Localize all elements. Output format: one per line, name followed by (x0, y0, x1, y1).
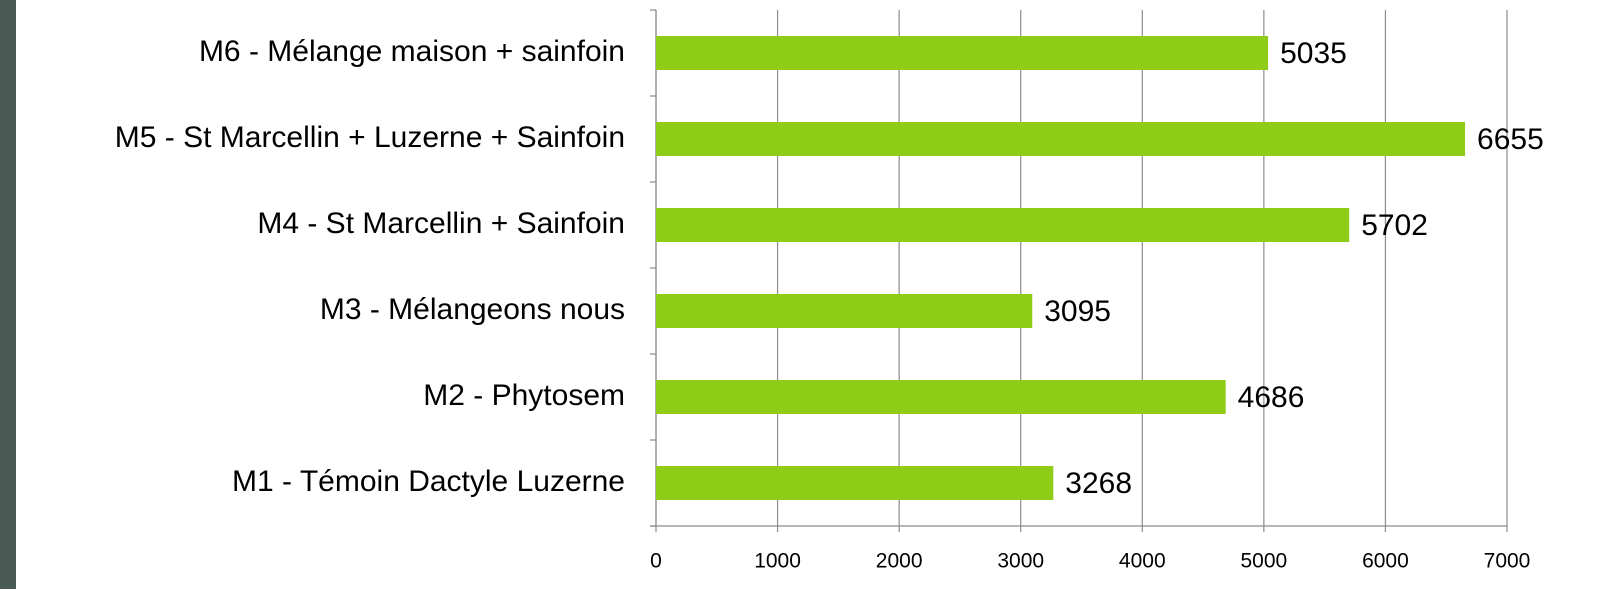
y-tick-label: M4 - St Marcellin + Sainfoin (257, 207, 625, 240)
y-tick-label: M3 - Mélangeons nous (320, 293, 625, 326)
x-tick-label: 7000 (1484, 550, 1531, 573)
x-tick-label: 6000 (1362, 550, 1409, 573)
value-label: 5702 (1361, 209, 1428, 242)
bar (656, 380, 1226, 414)
y-tick-label: M5 - St Marcellin + Luzerne + Sainfoin (115, 121, 625, 154)
bar (656, 466, 1054, 500)
bar (656, 208, 1350, 242)
value-label: 3268 (1065, 467, 1132, 500)
x-tick-label: 2000 (876, 550, 923, 573)
bar (656, 294, 1033, 328)
x-tick-label: 3000 (997, 550, 1044, 573)
bar (656, 122, 1466, 156)
y-tick-label: M2 - Phytosem (423, 379, 625, 412)
value-label: 4686 (1238, 381, 1305, 414)
value-label: 6655 (1477, 123, 1544, 156)
value-label: 5035 (1280, 37, 1347, 70)
background-photo-strip (0, 0, 16, 589)
y-tick-label: M1 - Témoin Dactyle Luzerne (232, 465, 625, 498)
bar (656, 36, 1269, 70)
x-tick-label: 5000 (1240, 550, 1287, 573)
x-tick-label: 1000 (754, 550, 801, 573)
y-tick-label: M6 - Mélange maison + sainfoin (199, 35, 625, 68)
x-tick-label: 0 (650, 550, 662, 573)
value-label: 3095 (1044, 295, 1111, 328)
x-tick-label: 4000 (1119, 550, 1166, 573)
